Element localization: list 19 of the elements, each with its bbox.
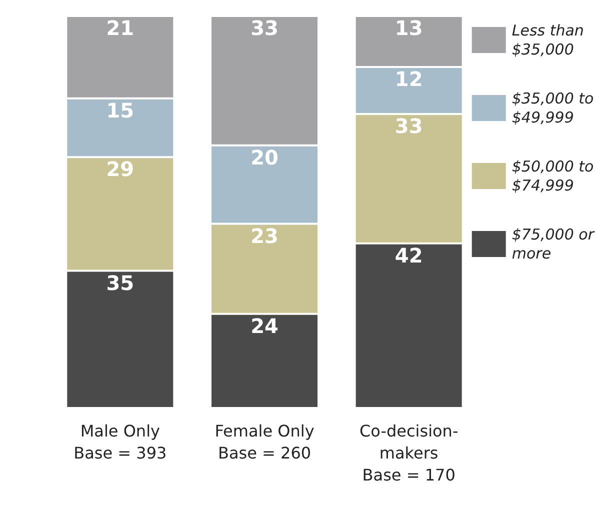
data-label: 33 <box>250 16 278 40</box>
data-label: 24 <box>250 314 278 338</box>
legend-label: $75,000 or more <box>512 226 595 262</box>
legend-label: $50,000 to $74,999 <box>512 158 594 194</box>
legend-label: $35,000 to $49,999 <box>512 90 594 126</box>
data-label: 42 <box>394 243 423 268</box>
data-label: 15 <box>106 98 134 122</box>
x-tick-label: Female Only Base = 260 <box>214 422 314 462</box>
data-label: 33 <box>394 114 423 138</box>
data-label: 35 <box>106 270 134 295</box>
data-label: 21 <box>106 16 134 40</box>
x-tick-label: Co-decision- makers Base = 170 <box>359 422 458 484</box>
data-label: 23 <box>250 224 278 248</box>
data-label: 12 <box>394 66 423 91</box>
data-label: 20 <box>250 145 278 170</box>
x-tick-label: Male Only Base = 393 <box>74 422 167 462</box>
data-label: 29 <box>106 157 134 182</box>
data-label: 13 <box>394 16 423 40</box>
legend-label: Less than $35,000 <box>512 22 584 58</box>
